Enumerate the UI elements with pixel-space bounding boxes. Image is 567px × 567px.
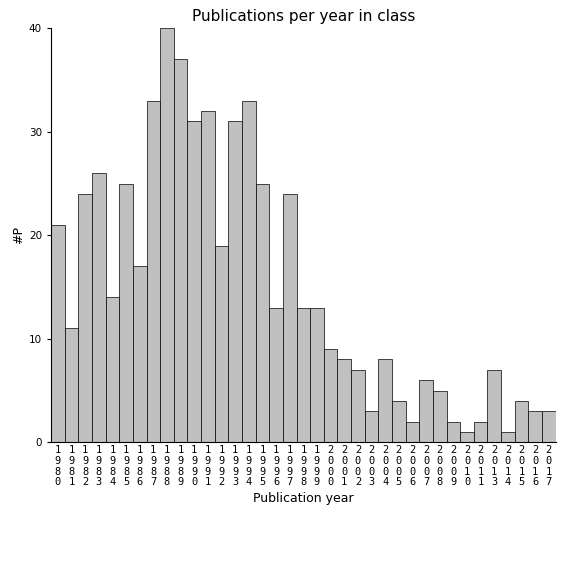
Y-axis label: #P: #P	[12, 226, 25, 244]
X-axis label: Publication year: Publication year	[253, 492, 354, 505]
Bar	[146, 101, 160, 442]
Bar	[378, 359, 392, 442]
Bar	[351, 370, 365, 442]
Bar	[188, 121, 201, 442]
Bar	[488, 370, 501, 442]
Bar	[460, 432, 474, 442]
Bar	[501, 432, 515, 442]
Bar	[269, 308, 283, 442]
Bar	[119, 184, 133, 442]
Bar	[92, 174, 105, 442]
Bar	[51, 225, 65, 442]
Bar	[474, 422, 488, 442]
Bar	[542, 411, 556, 442]
Bar	[433, 391, 447, 442]
Bar	[447, 422, 460, 442]
Bar	[201, 111, 215, 442]
Bar	[392, 401, 405, 442]
Bar	[215, 246, 229, 442]
Bar	[405, 422, 419, 442]
Bar	[324, 349, 337, 442]
Bar	[160, 28, 174, 442]
Bar	[256, 184, 269, 442]
Bar	[105, 298, 119, 442]
Bar	[65, 328, 78, 442]
Bar	[515, 401, 528, 442]
Bar	[528, 411, 542, 442]
Bar	[174, 60, 188, 442]
Bar	[297, 308, 310, 442]
Bar	[337, 359, 351, 442]
Bar	[365, 411, 378, 442]
Bar	[242, 101, 256, 442]
Bar	[310, 308, 324, 442]
Bar	[133, 266, 146, 442]
Title: Publications per year in class: Publications per year in class	[192, 10, 415, 24]
Bar	[283, 194, 297, 442]
Bar	[78, 194, 92, 442]
Bar	[229, 121, 242, 442]
Bar	[419, 380, 433, 442]
